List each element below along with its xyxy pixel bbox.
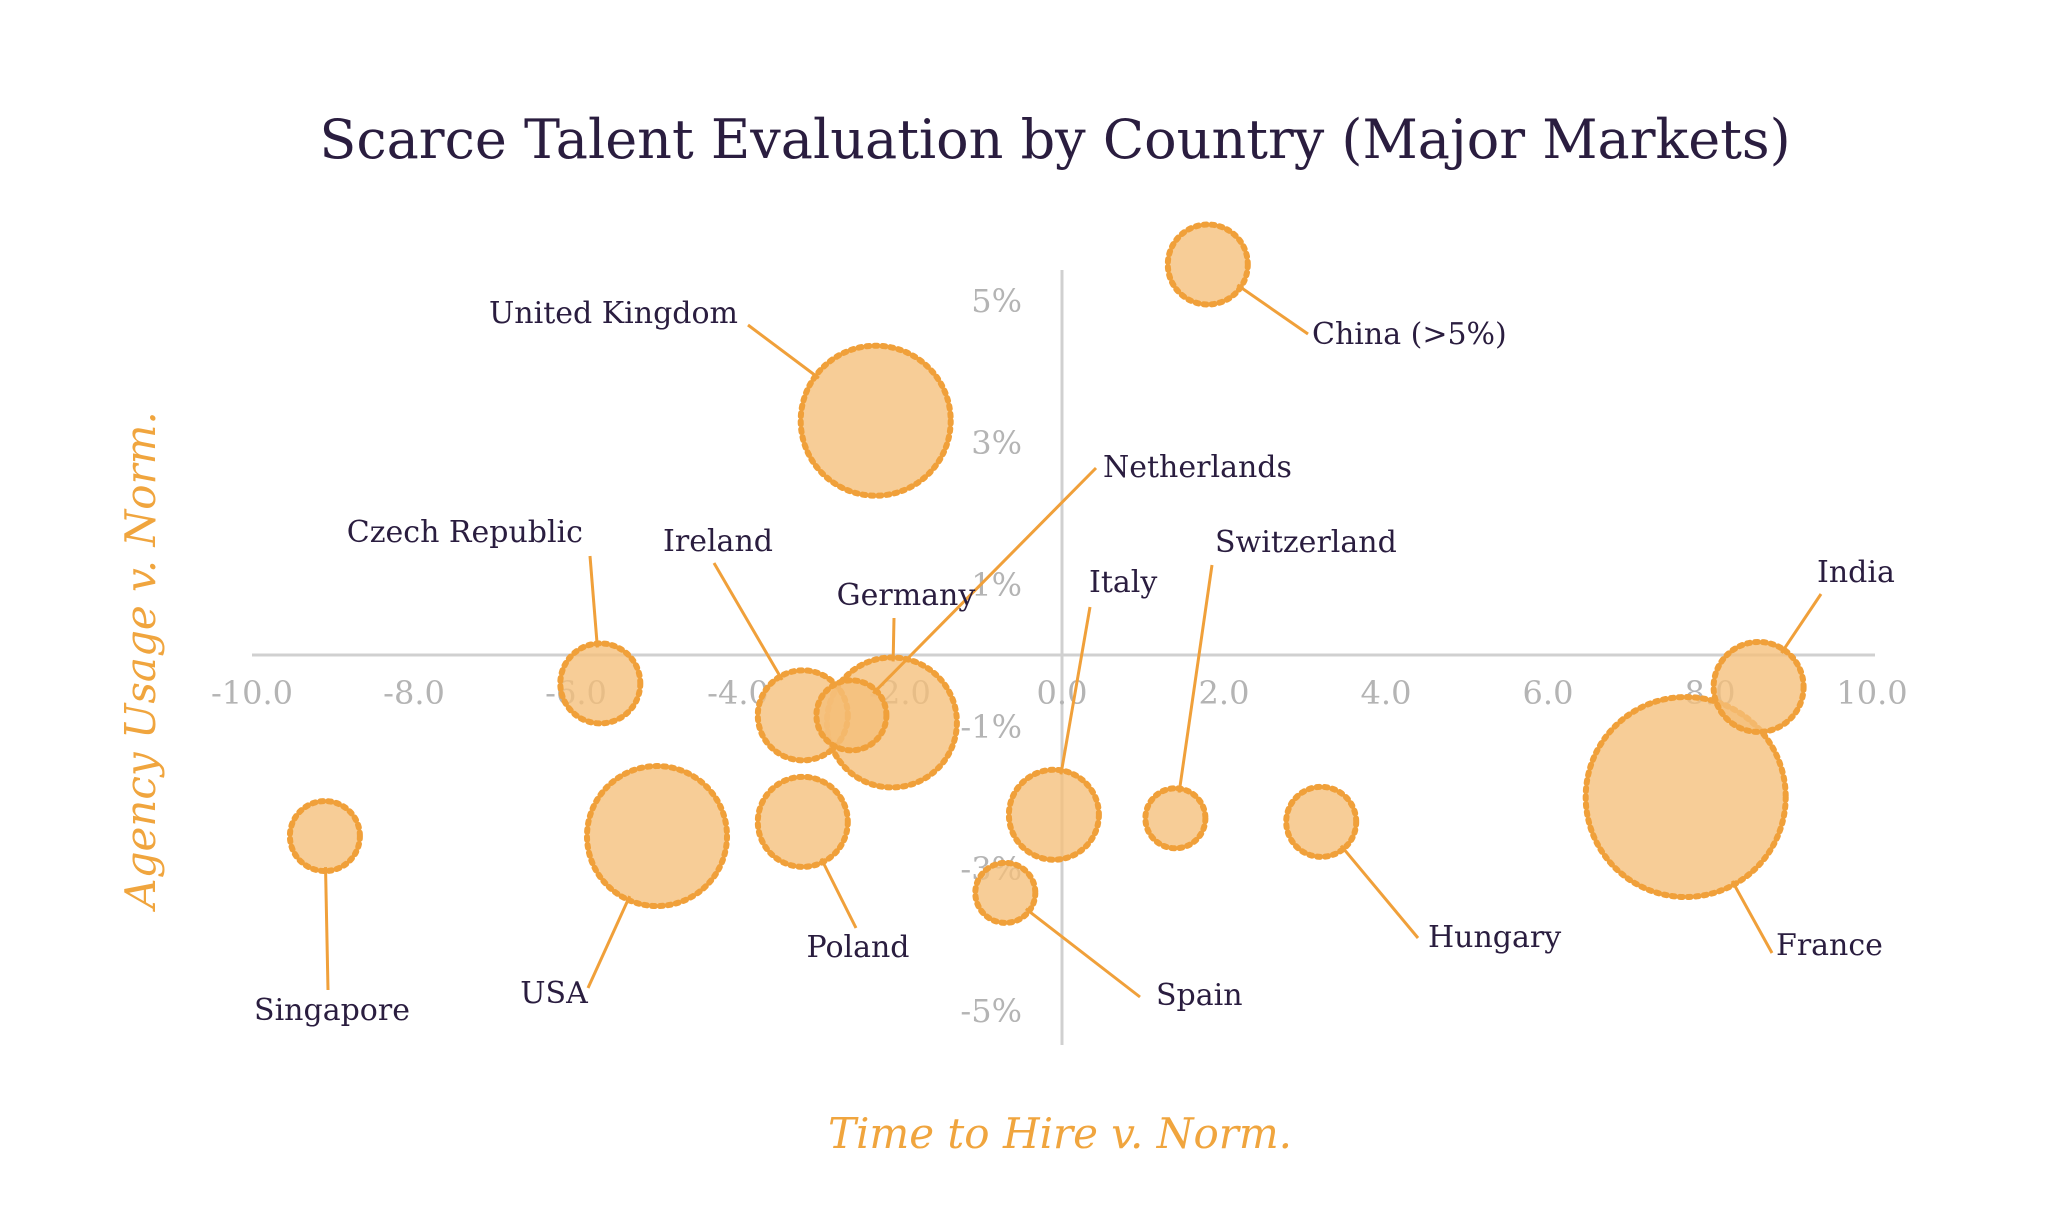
bubble-poland bbox=[754, 773, 851, 870]
bubble-layer bbox=[286, 221, 1807, 926]
leader-line bbox=[747, 323, 820, 380]
leader-line bbox=[1339, 844, 1420, 939]
y-tick-label: -1% bbox=[960, 708, 1022, 746]
y-tick-label: 3% bbox=[971, 424, 1022, 462]
axes: -10.0-8.0-6.0-4.0-2.00.02.04.06.08.010.0… bbox=[211, 270, 1908, 1045]
point-label: Singapore bbox=[254, 993, 410, 1028]
bubble-switzerland bbox=[1142, 785, 1209, 852]
bubble-hungary bbox=[1283, 783, 1360, 860]
leader-line bbox=[324, 867, 330, 991]
point-label: Poland bbox=[806, 930, 909, 965]
leader-line bbox=[1780, 593, 1823, 654]
leader-line bbox=[872, 466, 1098, 695]
x-axis-title: Time to Hire v. Norm. bbox=[828, 1109, 1292, 1158]
y-axis-title: Agency Usage v. Norm. bbox=[116, 411, 165, 913]
point-label: Switzerland bbox=[1215, 525, 1397, 560]
x-tick-label: -10.0 bbox=[211, 674, 293, 712]
point-label: Czech Republic bbox=[347, 515, 583, 550]
leader-line bbox=[712, 562, 784, 681]
x-tick-label: 10.0 bbox=[1836, 674, 1907, 712]
leader-line bbox=[1177, 564, 1214, 793]
x-tick-label: -8.0 bbox=[383, 674, 445, 712]
bubble-netherlands bbox=[813, 677, 890, 754]
bubble-france bbox=[1582, 694, 1789, 900]
label-layer: China (>5%) United Kingdom Czech Republic I… bbox=[254, 296, 1895, 1028]
point-label: USA bbox=[520, 976, 588, 1011]
point-label: Italy bbox=[1089, 565, 1157, 600]
bubble-usa bbox=[584, 763, 730, 910]
leader-line bbox=[1730, 880, 1774, 954]
x-tick-label: 6.0 bbox=[1523, 674, 1574, 712]
chart-title: Scarce Talent Evaluation by Country (Maj… bbox=[319, 108, 1790, 171]
bubble-china-5 bbox=[1164, 221, 1251, 308]
leader-line bbox=[819, 857, 858, 929]
x-tick-label: 2.0 bbox=[1199, 674, 1250, 712]
y-tick-label: 5% bbox=[971, 282, 1022, 320]
point-label: Ireland bbox=[663, 524, 773, 559]
x-tick-label: 4.0 bbox=[1361, 674, 1412, 712]
leader-line bbox=[1024, 907, 1141, 999]
point-label: Germany bbox=[837, 578, 976, 613]
leader-line bbox=[1236, 283, 1309, 336]
x-tick-label: 0.0 bbox=[1037, 674, 1088, 712]
point-label: Spain bbox=[1156, 978, 1243, 1013]
leader-line bbox=[586, 895, 632, 989]
leader-line-layer bbox=[324, 283, 1823, 999]
point-label: India bbox=[1817, 555, 1895, 590]
point-label: China (>5%) bbox=[1312, 317, 1507, 352]
bubble-italy bbox=[1005, 766, 1102, 863]
point-label: United Kingdom bbox=[489, 296, 738, 331]
point-label: Netherlands bbox=[1103, 450, 1292, 485]
point-label: Hungary bbox=[1428, 920, 1561, 955]
leader-line bbox=[588, 555, 599, 648]
bubble-spain bbox=[972, 859, 1039, 926]
bubble-united-kingdom bbox=[797, 342, 954, 499]
bubble-czech-republic bbox=[557, 640, 644, 727]
leader-line bbox=[891, 617, 896, 662]
bubble-singapore bbox=[286, 798, 363, 875]
leader-line bbox=[1059, 606, 1092, 775]
point-label: France bbox=[1776, 928, 1883, 963]
y-tick-label: -5% bbox=[960, 992, 1022, 1030]
bubble-india bbox=[1710, 638, 1807, 735]
